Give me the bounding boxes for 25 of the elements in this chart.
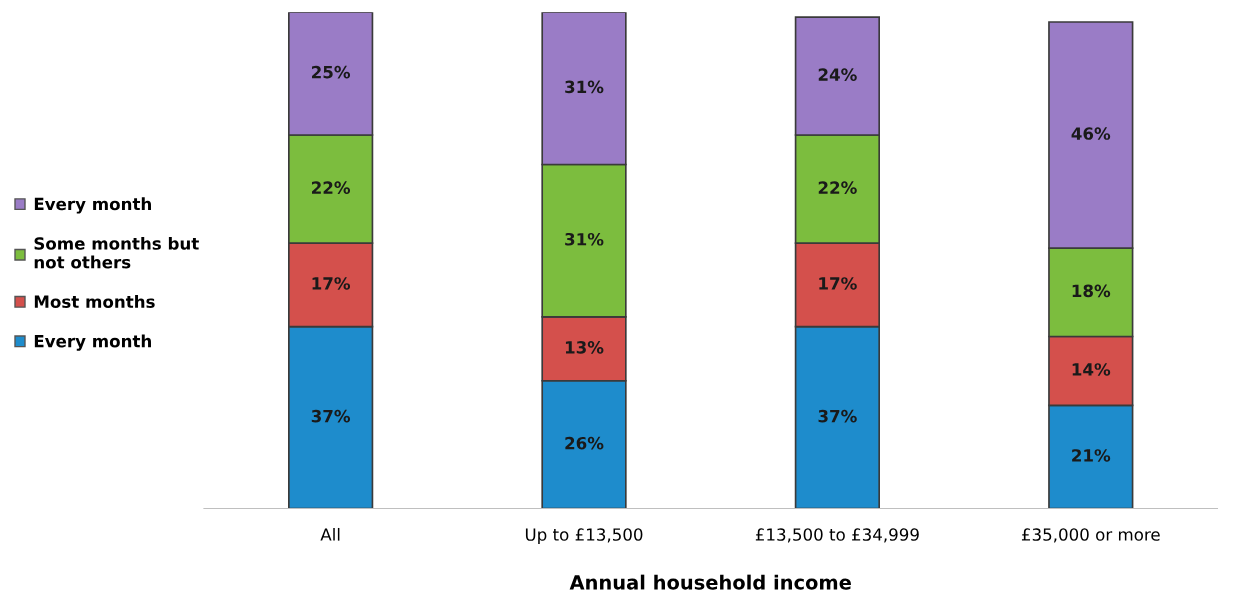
legend-label: Every month bbox=[34, 334, 151, 351]
x-axis-title: Annual household income bbox=[569, 574, 851, 590]
data-label: 13% bbox=[565, 341, 604, 354]
data-label: 14% bbox=[1072, 363, 1111, 376]
legend-label: Most months bbox=[34, 295, 155, 308]
data-label: 25% bbox=[312, 65, 351, 79]
data-label: 31% bbox=[565, 80, 604, 94]
data-label: 26% bbox=[565, 436, 604, 450]
data-label: 22% bbox=[312, 181, 351, 194]
data-label: 17% bbox=[819, 277, 857, 290]
x-tick-label: £13,500 to £34,999 bbox=[755, 528, 919, 543]
legend-label: Every month bbox=[34, 197, 151, 214]
data-label: 22% bbox=[818, 181, 857, 194]
x-tick-label: All bbox=[320, 527, 340, 541]
data-label: 21% bbox=[1072, 449, 1111, 462]
data-label: 37% bbox=[818, 409, 857, 423]
data-label: 24% bbox=[818, 68, 857, 81]
x-tick-label: £35,000 or more bbox=[1021, 528, 1160, 543]
data-label: 31% bbox=[565, 232, 604, 246]
x-tick-label: Up to £13,500 bbox=[525, 528, 643, 545]
data-label: 37% bbox=[311, 409, 351, 423]
data-label: 17% bbox=[312, 277, 351, 290]
data-label: 18% bbox=[1072, 284, 1111, 298]
legend-label: Some months but not others bbox=[34, 236, 199, 269]
data-label: 46% bbox=[1071, 127, 1111, 140]
